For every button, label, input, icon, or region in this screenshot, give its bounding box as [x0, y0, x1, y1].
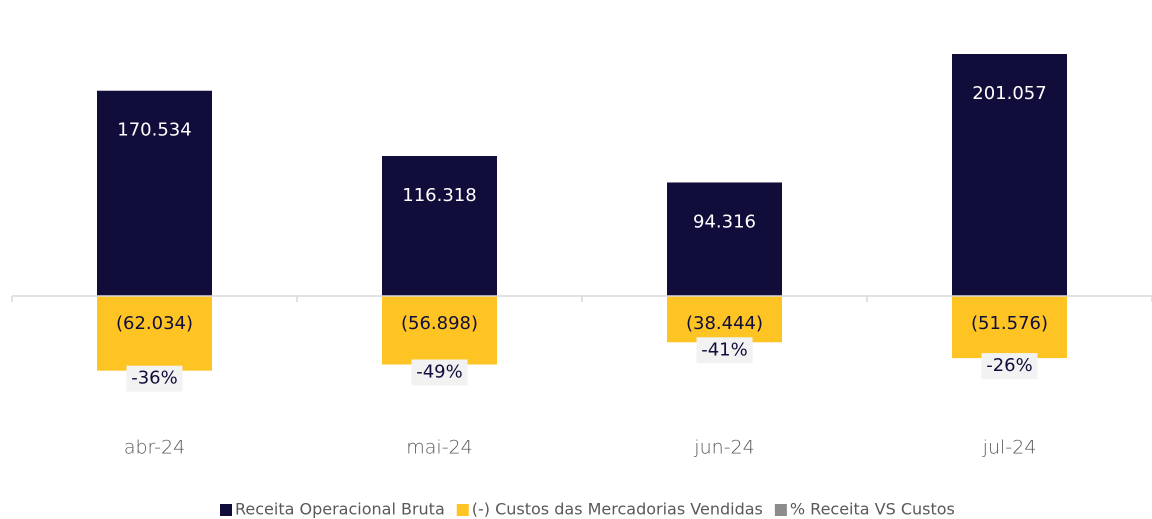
bar — [97, 90, 212, 296]
bar — [382, 155, 497, 296]
x-tick-label: jun-24 — [693, 437, 754, 459]
legend-label: Receita Operacional Bruta — [235, 500, 445, 519]
legend-swatch — [456, 504, 469, 516]
value-label: -49% — [416, 361, 463, 382]
percent-box — [696, 337, 753, 364]
value-label: (51.576) — [971, 313, 1048, 334]
percent-box — [981, 353, 1038, 380]
value-label: 116.318 — [402, 185, 476, 206]
x-tick-label: mai-24 — [406, 437, 472, 459]
legend-swatch — [774, 504, 787, 516]
value-label: 170.534 — [117, 120, 191, 141]
value-label: -26% — [986, 355, 1033, 376]
bar — [667, 296, 782, 343]
x-tick-label: abr-24 — [124, 437, 185, 459]
legend-swatch — [220, 504, 232, 516]
bar — [97, 296, 212, 371]
percent-box — [411, 359, 468, 386]
legend-label: (-) Custos das Mercadorias Vendidas — [472, 500, 763, 519]
value-label: 94.316 — [693, 211, 756, 232]
bar — [952, 54, 1067, 296]
value-label: 201.057 — [972, 83, 1046, 104]
percent-box — [126, 365, 183, 392]
value-label: (62.034) — [116, 313, 193, 334]
x-tick-label: jul-24 — [982, 437, 1037, 459]
bar — [382, 296, 497, 365]
legend-label: % Receita VS Custos — [790, 500, 955, 519]
value-label: (38.444) — [686, 313, 763, 334]
value-label: (56.898) — [401, 313, 478, 334]
value-label: -41% — [701, 339, 748, 360]
value-label: -36% — [131, 368, 178, 389]
bar — [952, 296, 1067, 359]
bar — [667, 182, 782, 296]
